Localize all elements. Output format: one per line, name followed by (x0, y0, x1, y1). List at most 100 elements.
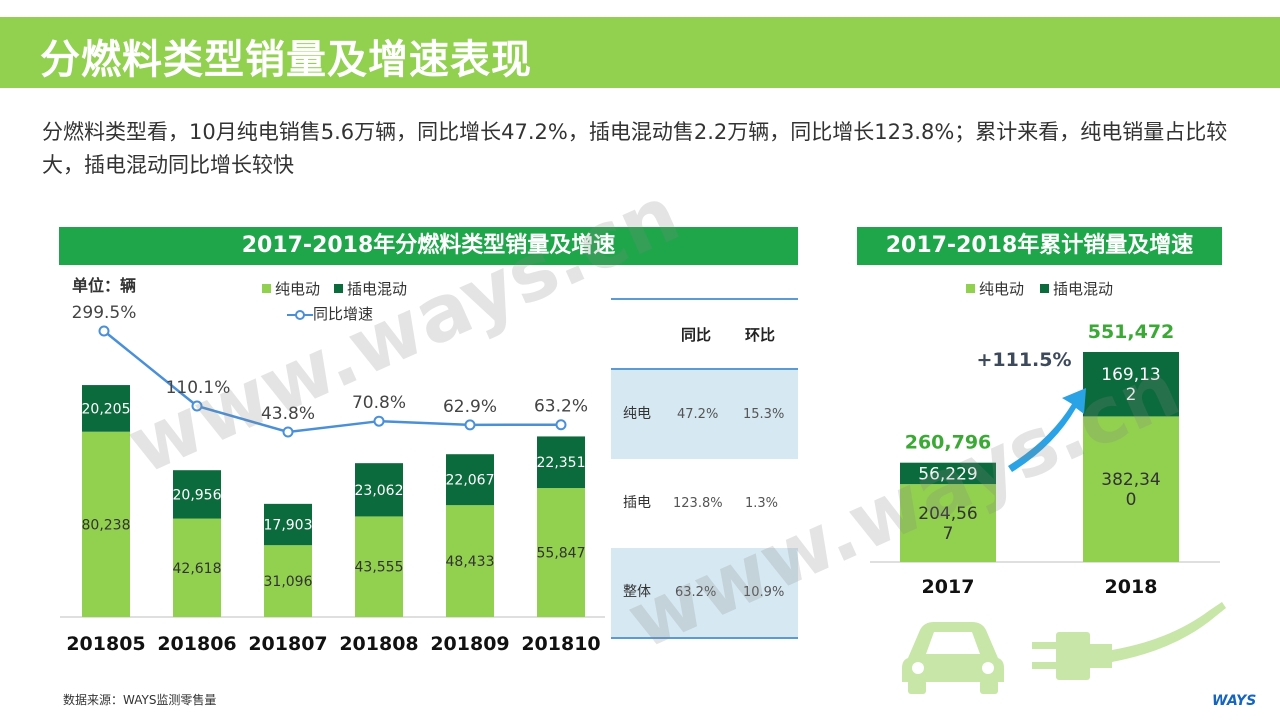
bar-bev (446, 505, 494, 617)
table-cell: 123.8% (673, 496, 723, 511)
growth-label: 299.5% (72, 303, 137, 323)
bar-label-bev: 48,433 (446, 554, 495, 570)
growth-label: 62.9% (443, 397, 497, 417)
bar-label-phev: 22,351 (537, 455, 586, 471)
growth-label: 70.8% (352, 393, 406, 413)
bar-label-bev: 42,618 (173, 561, 222, 577)
bar-label-bev: 204,56 7 (918, 504, 977, 544)
legend-bev: 纯电动 (262, 278, 320, 299)
table-header-mom: 环比 (745, 326, 776, 344)
legend-bev-label: 纯电动 (979, 280, 1025, 298)
bar-label-phev: 17,903 (264, 518, 313, 534)
bar-bev (82, 431, 130, 617)
legend-phev-label: 插电混动 (347, 280, 408, 298)
bar-phev (355, 463, 403, 517)
bar-label-phev: 20,205 (82, 401, 131, 417)
plug-icon (1032, 602, 1226, 680)
table-header: 同比 环比 (611, 298, 798, 368)
unit-label: 单位：辆 (72, 276, 137, 295)
bar-label-phev: 20,956 (173, 487, 222, 503)
table-row: 整体 63.2% 10.9% (611, 548, 798, 639)
table-cell: 15.3% (743, 407, 785, 422)
bar-phev (264, 503, 312, 546)
data-source: 数据来源：WAYS监测零售量 (63, 693, 217, 707)
x-tick-label: 201808 (339, 633, 418, 655)
x-tick-label: 201807 (248, 633, 327, 655)
x-tick-label: 201806 (157, 633, 236, 655)
bar-label-bev: 31,096 (264, 574, 313, 590)
right-chart-banner: 2017-2018年累计销量及增速 (857, 227, 1222, 265)
table-cell: 63.2% (675, 585, 717, 600)
table-cell: 10.9% (743, 585, 785, 600)
legend-growth: 同比增速 (287, 303, 373, 324)
total-label: 260,796 (905, 432, 992, 454)
bar-label-bev: 43,555 (355, 560, 404, 576)
legend-bev-swatch (262, 284, 271, 293)
table-row-label: 插电 (623, 495, 651, 511)
growth-arrow (1008, 388, 1086, 472)
bar-bev (900, 484, 996, 562)
growth-point (191, 400, 203, 412)
growth-label: 63.2% (534, 397, 588, 417)
ways-logo: WAYS (1212, 693, 1257, 709)
x-tick-label: 2018 (1105, 576, 1158, 598)
growth-point (282, 426, 294, 438)
table-row-label: 纯电 (623, 406, 651, 422)
legend-bev-cumulative: 纯电动 (966, 278, 1024, 299)
bar-phev (173, 470, 221, 519)
bar-label-phev: 169,13 2 (1101, 365, 1160, 405)
table-header-yoy: 同比 (681, 326, 712, 344)
legend-growth-label: 同比增速 (313, 305, 374, 323)
total-label: 551,472 (1088, 321, 1175, 343)
x-tick-label: 201805 (66, 633, 145, 655)
x-tick-label: 201809 (430, 633, 509, 655)
intro-text: 分燃料类型看，10月纯电销售5.6万辆，同比增长47.2%，插电混动售2.2万辆… (42, 120, 1228, 177)
bar-label-phev: 56,229 (918, 464, 977, 484)
bar-bev (537, 488, 585, 617)
growth-rate-label: +111.5% (976, 349, 1071, 371)
legend-bev-label: 纯电动 (275, 280, 321, 298)
bar-bev (173, 518, 221, 617)
growth-point (373, 415, 385, 427)
left-chart-banner: 2017-2018年分燃料类型销量及增速 (59, 227, 798, 265)
bar-phev (82, 385, 130, 432)
bar-phev (1083, 352, 1179, 417)
bar-label-bev: 80,238 (82, 517, 131, 533)
legend-growth-swatch (287, 309, 313, 320)
cumulative-sales-chart: 204,56 7 56,229 260,796 2017 382,34 0 169,13 2 55… (870, 321, 1220, 598)
legend-phev-swatch (1040, 284, 1049, 293)
growth-point (464, 419, 476, 431)
bar-phev (537, 436, 585, 489)
legend-phev-swatch (334, 284, 343, 293)
car-icon (902, 622, 1004, 694)
table-cell: 1.3% (745, 496, 779, 511)
x-tick-label: 201810 (521, 633, 600, 655)
bar-label-phev: 22,067 (446, 473, 495, 489)
bar-label-bev: 55,847 (537, 546, 586, 562)
table-row-label: 整体 (623, 584, 651, 600)
growth-point (98, 325, 110, 337)
decoration (902, 602, 1226, 694)
bar-phev (446, 454, 494, 506)
bar-bev (1083, 416, 1179, 562)
page-title: 分燃料类型销量及增速表现 (40, 37, 532, 83)
growth-label: 43.8% (261, 404, 315, 424)
growth-table: 同比 环比 纯电 47.2% 15.3% 插电 123.8% 1.3% 整体 6… (611, 298, 798, 639)
bar-bev (264, 545, 312, 617)
table-cell: 47.2% (677, 407, 719, 422)
bar-phev (900, 462, 996, 485)
legend-phev-cumulative: 插电混动 (1040, 278, 1113, 299)
growth-label: 110.1% (166, 378, 231, 398)
bar-label-phev: 23,062 (355, 483, 404, 499)
legend-phev-label: 插电混动 (1053, 280, 1114, 298)
bar-bev (355, 516, 403, 617)
x-tick-label: 2017 (922, 576, 975, 598)
table-row: 纯电 47.2% 15.3% (611, 368, 798, 459)
table-row: 插电 123.8% 1.3% (611, 459, 798, 548)
bar-label-bev: 382,34 0 (1101, 470, 1160, 510)
title-bar: 分燃料类型销量及增速表现 (0, 17, 1280, 88)
monthly-sales-chart: 80,238 20,205 201805 42,618 20,956 201806 31,0… (60, 303, 605, 655)
growth-line (103, 330, 562, 434)
legend-bev-swatch (966, 284, 975, 293)
growth-point (555, 419, 567, 431)
